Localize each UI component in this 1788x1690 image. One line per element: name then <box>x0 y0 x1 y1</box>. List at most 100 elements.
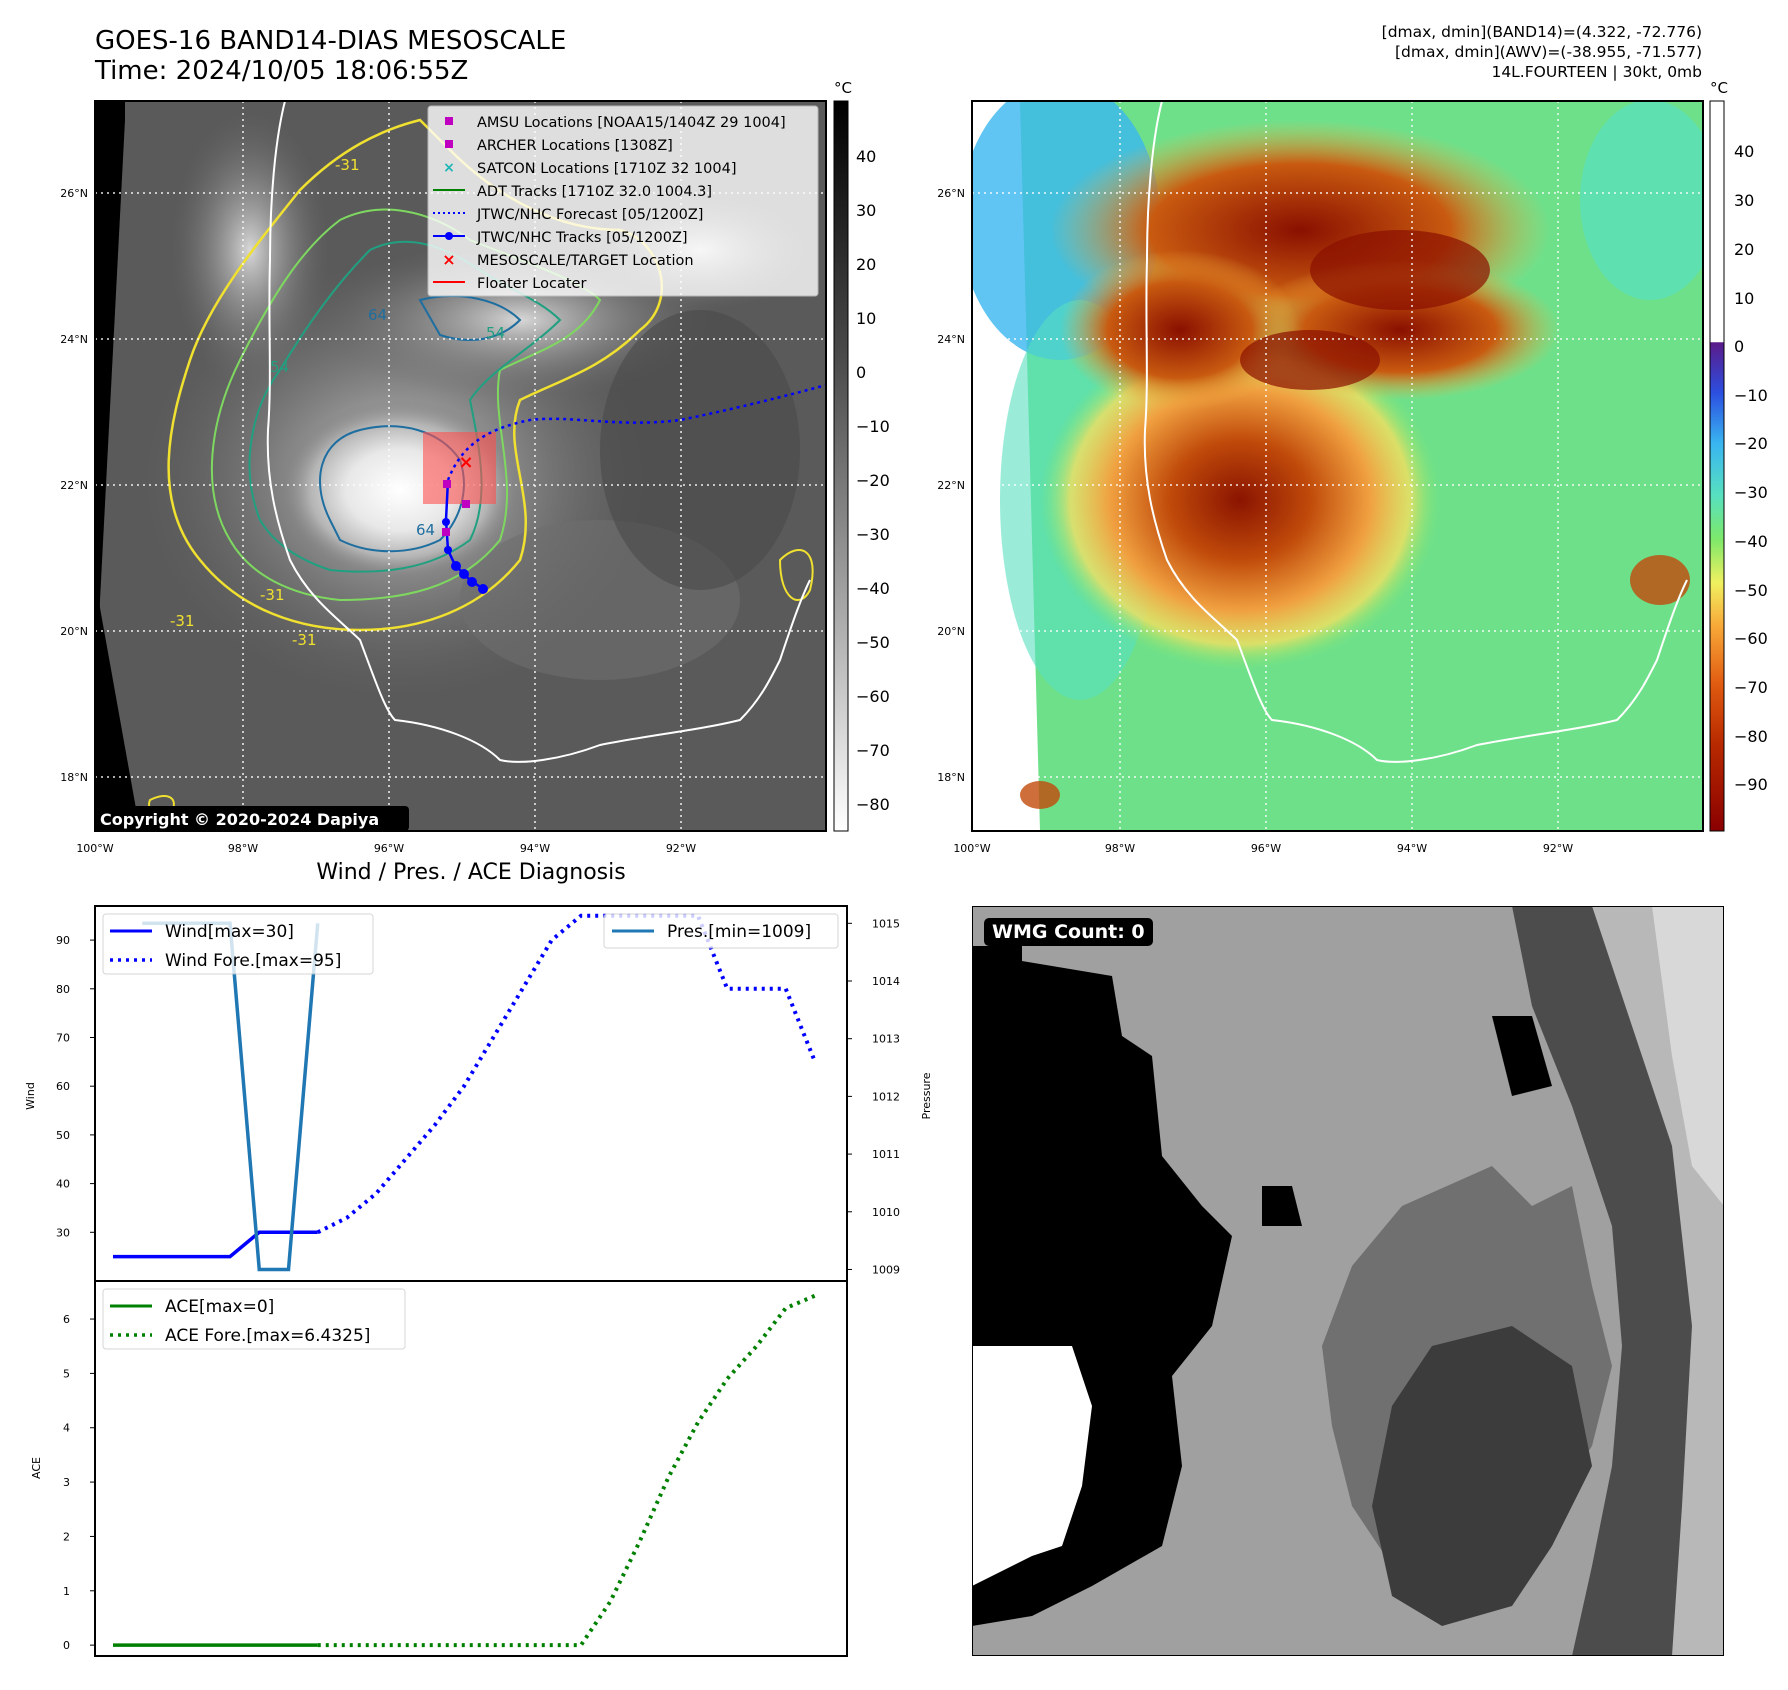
lon-label: 98°W <box>228 842 258 855</box>
gray-tick: −80 <box>856 795 890 814</box>
color-colorbar-unit: °C <box>1710 79 1728 97</box>
gray-tick: −60 <box>856 687 890 706</box>
contour-label: -31 <box>335 156 360 174</box>
wind-ylabel: Wind <box>24 1082 37 1110</box>
pressure-tick-label: 1011 <box>872 1148 900 1161</box>
ace-tick-label: 2 <box>63 1530 70 1543</box>
legend-wind: Wind[max=30] <box>165 922 294 942</box>
wind-tick-label: 80 <box>56 983 70 996</box>
wind-tick-label: 90 <box>56 934 70 947</box>
contour-label: 54 <box>270 358 289 376</box>
lon-label: 94°W <box>1397 842 1427 855</box>
pressure-tick-label: 1010 <box>872 1206 900 1219</box>
wind-tick-label: 60 <box>56 1080 70 1093</box>
color-tick: 10 <box>1734 289 1754 308</box>
legend-satcon: SATCON Locations [1710Z 32 1004] <box>477 161 736 177</box>
target-marker: × <box>458 452 473 473</box>
awv-imagery <box>972 101 1703 831</box>
ace-tick-label: 3 <box>63 1476 70 1489</box>
lat-label: 24°N <box>937 333 965 346</box>
info-awv: [dmax, dmin](AWV)=(-38.955, -71.577) <box>1395 43 1702 61</box>
gray-colorbar-unit: °C <box>834 79 852 97</box>
gray-tick: 10 <box>856 309 876 328</box>
contour-label: 64 <box>416 521 435 539</box>
lat-label: 18°N <box>937 771 965 784</box>
color-colorbar <box>1709 100 1725 832</box>
color-tick: 20 <box>1734 240 1754 259</box>
pressure-tick-label: 1013 <box>872 1033 900 1046</box>
ace-legend: ACE[max=0] ACE Fore.[max=6.4325] <box>102 1288 406 1350</box>
gray-tick: −40 <box>856 579 890 598</box>
ace-yticks: 0 1 2 3 4 5 6 <box>63 1313 95 1652</box>
wind-series-0 <box>113 1230 318 1259</box>
lat-label: 26°N <box>60 187 88 200</box>
lon-label: 96°W <box>374 842 404 855</box>
pressure-tick-label: 1009 <box>872 1263 900 1276</box>
color-tick: −60 <box>1734 629 1768 648</box>
color-tick: −20 <box>1734 434 1768 453</box>
lat-label: 24°N <box>60 333 88 346</box>
wmg-count: WMG Count: 0 <box>984 918 1153 946</box>
gray-tick: −10 <box>856 417 890 436</box>
diagnosis-title: Wind / Pres. / ACE Diagnosis <box>316 860 626 885</box>
contour-label: 54 <box>486 324 505 342</box>
info-band14: [dmax, dmin](BAND14)=(4.322, -72.776) <box>1381 23 1702 41</box>
wind-legend: Wind[max=30] Wind Fore.[max=95] <box>102 913 374 975</box>
legend-ace-fore: ACE Fore.[max=6.4325] <box>165 1326 370 1346</box>
contour-label: -31 <box>170 612 195 630</box>
lon-label: 100°W <box>953 842 990 855</box>
lat-label: 26°N <box>937 187 965 200</box>
legend-wind-fore: Wind Fore.[max=95] <box>165 951 341 971</box>
info-storm: 14L.FOURTEEN | 30kt, 0mb <box>1491 63 1702 81</box>
lon-label: 94°W <box>520 842 550 855</box>
info-block: [dmax, dmin](BAND14)=(4.322, -72.776) [d… <box>1382 22 1702 82</box>
pressure-legend: Pres.[min=1009] <box>603 913 839 949</box>
copyright: Copyright © 2020-2024 Dapiya <box>100 810 379 829</box>
wind-yticks: 30 40 50 60 70 80 90 <box>56 934 95 1239</box>
ace-ylabel: ACE <box>30 1457 43 1479</box>
ir-map-panel: × -31 -31 -31 -31 54 54 64 64 AMSU Locat… <box>60 79 1768 855</box>
wind-series-2 <box>142 921 320 1272</box>
lon-label: 92°W <box>1543 842 1573 855</box>
legend-adt: ADT Tracks [1710Z 32.0 1004.3] <box>477 184 712 200</box>
legend-target: MESOSCALE/TARGET Location <box>477 253 694 269</box>
map-legend: AMSU Locations [NOAA15/1404Z 29 1004] AR… <box>427 105 819 297</box>
contour-label: -31 <box>292 631 317 649</box>
gray-colorbar-ticks: 40 30 20 10 0 −10 −20 −30 −40 −50 −60 −7… <box>856 147 890 814</box>
gray-tick: 20 <box>856 255 876 274</box>
legend-archer: ARCHER Locations [1308Z] <box>477 138 673 154</box>
gray-tick: −50 <box>856 633 890 652</box>
contour-label: -31 <box>260 586 285 604</box>
ace-tick-label: 6 <box>63 1313 70 1326</box>
color-tick: 40 <box>1734 142 1754 161</box>
color-tick: −80 <box>1734 727 1768 746</box>
svg-text:×: × <box>443 160 455 176</box>
chart-title: GOES-16 BAND14-DIAS MESOSCALE <box>95 26 567 56</box>
wmg-panel <box>972 906 1724 1656</box>
gray-tick: 30 <box>856 201 876 220</box>
wind-tick-label: 70 <box>56 1031 70 1044</box>
pressure-tick-label: 1014 <box>872 975 900 988</box>
wind-tick-label: 50 <box>56 1129 70 1142</box>
gray-tick: −70 <box>856 741 890 760</box>
wind-tick-label: 30 <box>56 1226 70 1239</box>
ace-tick-label: 4 <box>63 1422 70 1435</box>
legend-forecast: JTWC/NHC Forecast [05/1200Z] <box>476 207 703 223</box>
ace-series <box>113 1293 816 1648</box>
contour-label: 64 <box>368 306 387 324</box>
gray-tick: 40 <box>856 147 876 166</box>
gray-colorbar <box>833 100 849 832</box>
ace-tick-label: 0 <box>63 1639 70 1652</box>
ace-tick-label: 1 <box>63 1585 70 1598</box>
svg-text:×: × <box>442 250 455 269</box>
color-tick: −30 <box>1734 483 1768 502</box>
legend-amsu: AMSU Locations [NOAA15/1404Z 29 1004] <box>477 115 786 131</box>
wind-series-1 <box>316 913 817 1235</box>
legend-tracks: JTWC/NHC Tracks [05/1200Z] <box>476 230 688 246</box>
color-tick: −90 <box>1734 775 1768 794</box>
gray-tick: −20 <box>856 471 890 490</box>
ace-series-1 <box>317 1293 816 1648</box>
lat-label: 22°N <box>937 479 965 492</box>
legend-pressure: Pres.[min=1009] <box>667 922 811 942</box>
